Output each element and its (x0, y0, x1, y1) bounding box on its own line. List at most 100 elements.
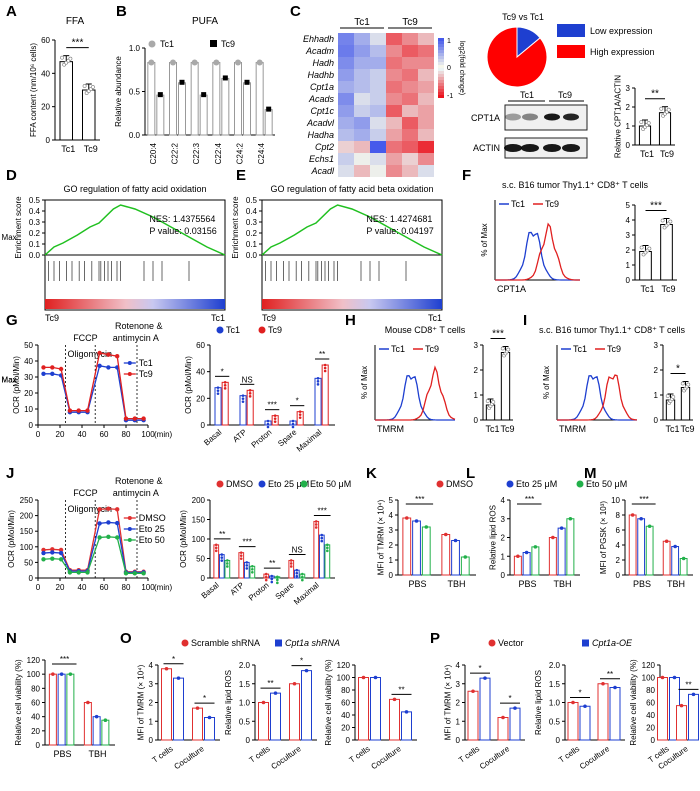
annotation: Oligomycin (68, 349, 113, 359)
point-tc1 (170, 59, 176, 66)
heatmap-cell (402, 105, 418, 117)
y-tick-label: 4 (626, 216, 631, 225)
x-tick-label: 80 (122, 583, 131, 592)
heatmap-cell (370, 165, 386, 177)
data-point (664, 539, 669, 544)
data-point (301, 572, 304, 576)
heatmap-cell (354, 105, 370, 117)
panel-label-J: J (6, 465, 14, 482)
x-tick-label: Proton (250, 428, 274, 450)
y-tick-label: 0 (29, 421, 34, 430)
point-tc9 (244, 79, 250, 85)
data-point (245, 564, 249, 567)
bar (497, 717, 509, 741)
data-point (291, 419, 295, 423)
y-tick-label: 0.3 (246, 218, 258, 227)
bar (289, 683, 300, 741)
bar (460, 556, 470, 576)
point-tc9 (222, 75, 228, 81)
data-point (176, 676, 181, 680)
data-point (216, 392, 220, 395)
legend-label: Tc1 (391, 344, 405, 354)
significance-label: * (296, 397, 299, 406)
heatmap-cell (386, 117, 402, 129)
bar (671, 546, 680, 576)
data-point (226, 565, 229, 568)
data-point (326, 543, 329, 547)
point-tc9 (179, 79, 185, 85)
rank-left-label: Tc9 (262, 313, 276, 323)
heatmap-cell (418, 117, 434, 129)
data-point (361, 675, 366, 680)
panelJ_bar-grouped: 0 50 100 150 200 OCR (pMol/Min) Basal ** ATP *** P… (179, 479, 351, 607)
panel-a: FFA (66, 16, 85, 27)
data-point (103, 718, 108, 723)
y-tick-label: 60 (341, 699, 350, 708)
blot-band (543, 144, 561, 152)
bar (204, 717, 215, 741)
data-point (424, 525, 429, 529)
y-axis-label: OCR (pMol/Min) (12, 356, 21, 414)
legend-swatch-low (557, 24, 585, 37)
significance-label: *** (415, 495, 424, 504)
data-point (291, 425, 295, 429)
bar-tc1 (147, 62, 156, 136)
gene-label: Acadvl (306, 118, 335, 128)
legend-label: Eto 50 μM (310, 479, 351, 489)
gene-label: Hadha (307, 130, 334, 140)
panelP.charts.1-chart: 0 0.5 1.0 1.5 2.0 Relative lipid ROS T cells * C… (534, 661, 625, 771)
heatmap-cell (354, 165, 370, 177)
scale-cell (438, 80, 444, 83)
bar (688, 693, 699, 741)
x-axis-label: (min) (154, 430, 173, 439)
data-point (82, 84, 87, 88)
blot-row-label: ACTIN (473, 143, 500, 153)
x-tick-label: PBS (633, 579, 651, 589)
data-point (251, 571, 254, 574)
data-point (239, 557, 243, 560)
x-tick-label: Proton (247, 581, 271, 603)
x-tick-label: C22:4 (214, 142, 223, 164)
x-tick-label: Tc1 (640, 149, 654, 159)
blot-band (562, 144, 580, 152)
y-tick-label: 1.5 (549, 680, 561, 689)
panel-label-H: H (345, 312, 356, 329)
hist-curve-tc9 (495, 222, 581, 281)
y-tick-label: 80 (341, 686, 350, 695)
heatmap-cell (402, 153, 418, 165)
annotation: Oligomycin (68, 504, 113, 514)
y-tick-label: 0.3 (29, 218, 41, 227)
data-point (270, 580, 274, 584)
significance-label: ** (219, 530, 225, 539)
bar-tc1 (255, 62, 264, 136)
data-point (273, 414, 277, 417)
panelP.charts.0-chart: 0 1 2 3 4 MFI of TMRM (× 10⁴) T cells * Cocultur… (443, 661, 525, 771)
heatmap-cell (418, 129, 434, 141)
x-tick-label: C20:4 (149, 142, 158, 164)
heatmap-cell (370, 117, 386, 129)
legend-marker-tc9 (210, 40, 217, 47)
data-point (214, 546, 218, 550)
panel-h-title: Mouse CD8⁺ T cells (385, 325, 466, 335)
significance-label: ** (607, 670, 613, 679)
y-axis-label: Relative abundance (114, 56, 123, 127)
data-point (289, 559, 293, 562)
panelD-gsea: GO regulation of fatty acid oxidation 0.0… (14, 184, 226, 323)
significance-label: *** (267, 401, 276, 410)
data-point (239, 551, 243, 554)
data-point (485, 399, 490, 403)
data-point (630, 513, 635, 517)
bar-tc1 (169, 62, 177, 136)
data-point (298, 413, 302, 416)
significance-label: ** (685, 680, 691, 689)
heatmap-cell (338, 33, 354, 45)
y-tick-label: 0.4 (246, 207, 258, 216)
y-tick-label: 100 (27, 670, 41, 679)
data-point (681, 556, 686, 561)
data-point (289, 562, 293, 565)
data-point (292, 681, 297, 686)
panel-c-heatmap: Tc1 Tc9 Ehhadh Acadm Hadh Hadhb Cpt1a Acads Cpt1… (303, 17, 465, 177)
